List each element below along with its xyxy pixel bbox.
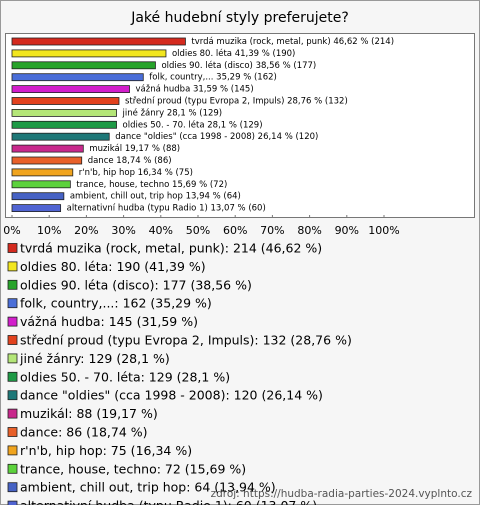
- x-tick-label: 10%: [37, 224, 61, 237]
- legend-label: dance "oldies" (cca 1998 - 2008): 120 (2…: [20, 388, 323, 403]
- legend-swatch: [7, 463, 18, 474]
- bar: [11, 37, 186, 46]
- bar: [11, 192, 65, 201]
- legend-swatch: [7, 298, 18, 309]
- legend-label: trance, house, techno: 72 (15,69 %): [20, 461, 246, 476]
- value-label: r'n'b, hip hop 16,34 % (75): [79, 168, 193, 178]
- bar: [11, 73, 144, 82]
- value-label: oldies 80. léta 41,39 % (190): [172, 48, 295, 59]
- legend-swatch: [7, 243, 18, 253]
- value-label: vážná hudba 31,59 % (145): [136, 85, 254, 95]
- bar: [11, 85, 130, 93]
- legend-label: ambient, chill out, trip hop: 64 (13,94 …: [20, 480, 276, 495]
- value-label: folk, country,... 35,29 % (162): [149, 73, 277, 83]
- x-tick-label: 100%: [368, 224, 399, 237]
- x-tick-label: 80%: [297, 224, 321, 237]
- bar: [11, 120, 117, 129]
- legend-label: vážná hudba: 145 (31,59 %): [20, 314, 198, 329]
- legend-swatch: [7, 500, 18, 505]
- bar: [11, 97, 120, 105]
- bar: [11, 144, 84, 153]
- x-tick-label: 40%: [149, 224, 173, 237]
- bar: [11, 204, 62, 213]
- legend-label: oldies 80. léta: 190 (41,39 %): [20, 259, 206, 274]
- value-label: dance "oldies" (cca 1998 - 2008) 26,14 %…: [115, 132, 318, 142]
- legend-swatch: [7, 335, 18, 345]
- bar: [11, 132, 110, 141]
- legend-label: oldies 50. - 70. léta: 129 (28,1 %): [20, 369, 230, 384]
- x-tick-label: 20%: [74, 224, 98, 237]
- legend-label: dance: 86 (18,74 %): [20, 425, 148, 440]
- value-label: tvrdá muzika (rock, metal, punk) 46,62 %…: [191, 37, 394, 47]
- x-tick-label: 90%: [335, 224, 359, 237]
- bar: [11, 49, 167, 58]
- legend-swatch: [7, 427, 18, 437]
- legend-label: alternativní hudba (typu Radio 1): 60 (1…: [20, 498, 317, 505]
- x-tick-label: 70%: [260, 224, 284, 237]
- chart-title: Jaké hudební styly preferujete?: [130, 10, 349, 26]
- x-tick-label: 60%: [223, 224, 247, 237]
- value-label: dance 18,74 % (86): [88, 156, 172, 166]
- legend-label: folk, country,...: 162 (35,29 %): [20, 296, 212, 311]
- legend-swatch: [7, 279, 18, 290]
- legend-label: r'n'b, hip hop: 75 (16,34 %): [20, 443, 192, 458]
- value-label: ambient, chill out, trip hop 13,94 % (64…: [70, 192, 241, 202]
- value-label: střední proud (typu Evropa 2, Impuls) 28…: [125, 97, 348, 107]
- value-label: jiné žánry 28,1 % (129): [122, 107, 223, 118]
- value-label: oldies 90. léta (disco) 38,56 % (177): [161, 60, 316, 71]
- legend-swatch: [7, 261, 18, 272]
- value-label: alternativní hudba (typu Radio 1) 13,07 …: [67, 204, 266, 214]
- legend-swatch: [7, 371, 18, 382]
- bar: [11, 109, 117, 117]
- legend-label: muzikál: 88 (19,17 %): [20, 406, 158, 421]
- legend-label: jiné žánry: 129 (28,1 %): [19, 351, 170, 366]
- legend-swatch: [7, 316, 18, 327]
- bar: [11, 168, 74, 177]
- bar: [11, 61, 156, 70]
- bar: [11, 156, 83, 165]
- legend-label: střední proud (typu Evropa 2, Impuls): 1…: [20, 333, 352, 348]
- x-tick-label: 50%: [186, 224, 210, 237]
- x-tick-label: 0%: [3, 224, 20, 237]
- source: zdroj: https://hudba-radia-parties-2024.…: [211, 488, 473, 500]
- bar: [11, 180, 71, 189]
- legend-swatch: [7, 445, 18, 456]
- value-label: muzikál 19,17 % (88): [89, 144, 180, 154]
- x-tick-label: 30%: [111, 224, 135, 237]
- legend-swatch: [7, 408, 18, 419]
- value-label: oldies 50. - 70. léta 28,1 % (129): [123, 119, 263, 130]
- value-label: trance, house, techno 15,69 % (72): [76, 180, 227, 190]
- legend-label: tvrdá muzika (rock, metal, punk): 214 (4…: [20, 241, 322, 256]
- legend-label: oldies 90. léta (disco): 177 (38,56 %): [20, 277, 252, 292]
- legend-swatch: [7, 353, 18, 364]
- legend-swatch: [7, 390, 18, 401]
- legend-swatch: [7, 482, 18, 493]
